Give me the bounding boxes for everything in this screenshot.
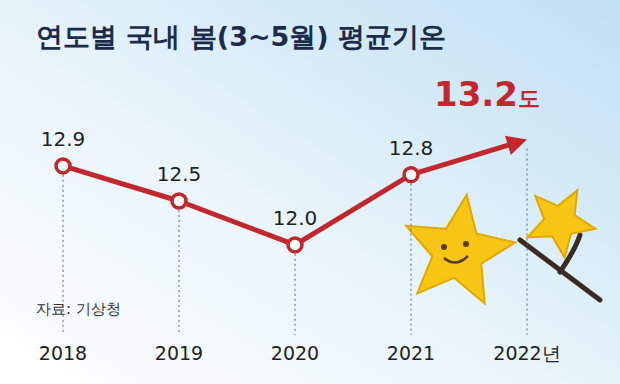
flower bbox=[406, 195, 515, 304]
x-tick-label: 2022년 bbox=[493, 342, 560, 364]
title: 연도별 국내 봄(3~5월) 평균기온 bbox=[36, 21, 446, 52]
data-label: 12.8 bbox=[389, 136, 434, 160]
data-label: 12.0 bbox=[273, 206, 318, 230]
flower-smile bbox=[444, 256, 468, 263]
data-label: 12.5 bbox=[157, 162, 202, 186]
point bbox=[288, 238, 302, 252]
data-label-number: 13.2 bbox=[434, 74, 518, 114]
line bbox=[63, 144, 514, 245]
data-label: 12.9 bbox=[41, 127, 86, 151]
point bbox=[56, 159, 70, 173]
plot-area bbox=[56, 136, 527, 252]
point bbox=[404, 168, 418, 182]
arrow-head bbox=[505, 136, 527, 155]
flower bbox=[528, 190, 596, 257]
data-label: 13.2도 bbox=[434, 74, 540, 114]
chart: 연도별 국내 봄(3~5월) 평균기온 2018 2019 2020 2021 2022년… bbox=[0, 0, 620, 384]
x-tick-label: 2018 bbox=[39, 342, 87, 364]
flower-decoration bbox=[406, 190, 600, 303]
x-tick-label: 2019 bbox=[155, 342, 203, 364]
background bbox=[0, 0, 620, 384]
drop-line bbox=[179, 210, 180, 335]
data-label-unit: 도 bbox=[518, 86, 540, 111]
x-tick-label: 2021 bbox=[387, 342, 435, 364]
flower-eye bbox=[463, 241, 469, 247]
drop-line bbox=[527, 149, 528, 335]
point bbox=[172, 194, 186, 208]
flower-eye bbox=[441, 244, 447, 250]
drop-line bbox=[295, 254, 296, 335]
drop-line bbox=[411, 184, 412, 335]
x-tick-label: 2020 bbox=[271, 342, 319, 364]
source: 자료: 기상청 bbox=[36, 300, 121, 318]
